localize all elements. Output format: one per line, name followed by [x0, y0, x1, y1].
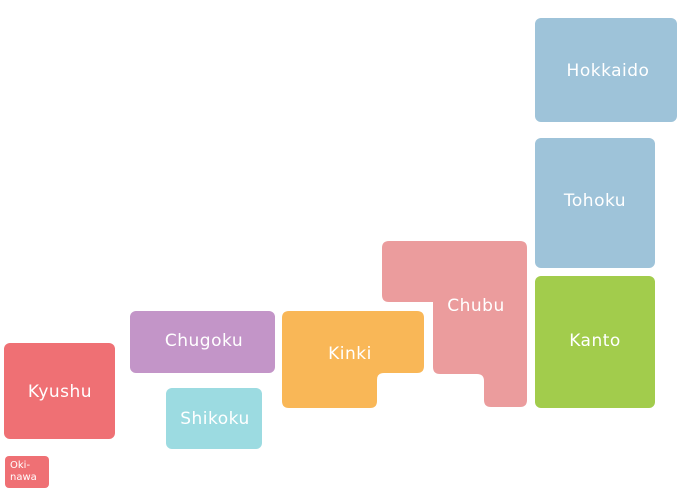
- region-tohoku[interactable]: [535, 138, 655, 268]
- region-chubu[interactable]: [382, 241, 527, 407]
- region-kanto[interactable]: [535, 276, 655, 408]
- region-kyushu[interactable]: [4, 343, 115, 439]
- region-okinawa[interactable]: [5, 456, 49, 488]
- region-shikoku[interactable]: [166, 388, 262, 449]
- region-chugoku[interactable]: [130, 311, 275, 373]
- region-hokkaido[interactable]: [535, 18, 677, 122]
- region-kinki[interactable]: [282, 311, 424, 408]
